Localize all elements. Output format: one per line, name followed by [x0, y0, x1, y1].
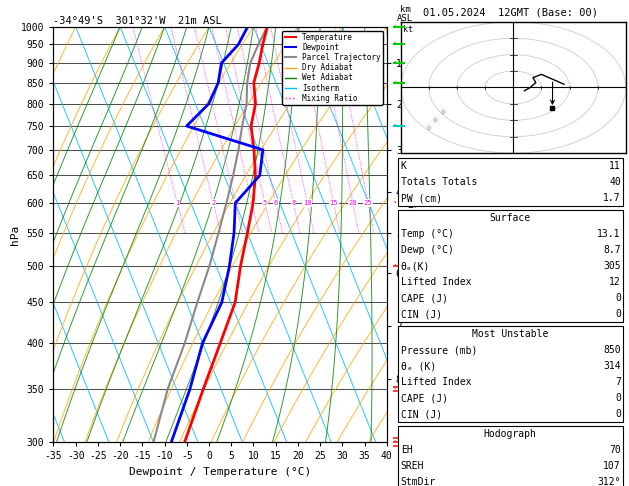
Text: ·: ·	[391, 121, 398, 131]
Text: ·: ·	[391, 198, 398, 208]
Y-axis label: hPa: hPa	[9, 225, 19, 244]
Text: 0: 0	[615, 409, 621, 419]
Y-axis label: Mixing Ratio (g/kg): Mixing Ratio (g/kg)	[408, 179, 417, 290]
Text: EH: EH	[401, 445, 413, 455]
Text: K: K	[401, 161, 406, 171]
Text: km
ASL: km ASL	[397, 5, 413, 22]
Text: CAPE (J): CAPE (J)	[401, 393, 448, 403]
Text: 8: 8	[291, 200, 296, 206]
Text: 25: 25	[364, 200, 372, 206]
Text: 12: 12	[609, 277, 621, 287]
Text: ·: ·	[391, 261, 398, 271]
Text: kt: kt	[403, 25, 413, 34]
Text: Totals Totals: Totals Totals	[401, 177, 477, 187]
Text: ·: ·	[391, 384, 398, 394]
Text: ·: ·	[391, 58, 398, 68]
Text: 107: 107	[603, 461, 621, 471]
Text: CIN (J): CIN (J)	[401, 409, 442, 419]
Text: θₑ (K): θₑ (K)	[401, 361, 436, 371]
Text: CIN (J): CIN (J)	[401, 309, 442, 319]
Text: 1.7: 1.7	[603, 193, 621, 203]
Text: 7: 7	[615, 377, 621, 387]
Text: 5: 5	[263, 200, 267, 206]
Text: 40: 40	[609, 177, 621, 187]
Text: 6: 6	[274, 200, 278, 206]
Text: 20: 20	[348, 200, 357, 206]
Text: 2: 2	[211, 200, 215, 206]
Text: Hodograph: Hodograph	[484, 429, 537, 439]
Text: o: o	[432, 117, 437, 123]
Text: θₑ(K): θₑ(K)	[401, 261, 430, 271]
Text: CAPE (J): CAPE (J)	[401, 293, 448, 303]
Text: 10: 10	[303, 200, 312, 206]
Text: ·: ·	[391, 39, 398, 50]
Text: Dewp (°C): Dewp (°C)	[401, 245, 454, 255]
Text: Surface: Surface	[489, 213, 531, 223]
Text: ·: ·	[391, 78, 398, 88]
Text: 312°: 312°	[598, 477, 621, 486]
Text: 3: 3	[233, 200, 238, 206]
Text: 11: 11	[609, 161, 621, 171]
Text: PW (cm): PW (cm)	[401, 193, 442, 203]
Text: 70: 70	[609, 445, 621, 455]
Text: 4: 4	[250, 200, 254, 206]
Legend: Temperature, Dewpoint, Parcel Trajectory, Dry Adiabat, Wet Adiabat, Isotherm, Mi: Temperature, Dewpoint, Parcel Trajectory…	[282, 31, 383, 105]
Text: ·: ·	[391, 437, 398, 447]
Text: 0: 0	[615, 309, 621, 319]
Text: © weatheronline.co.uk: © weatheronline.co.uk	[454, 471, 567, 480]
Text: ·: ·	[391, 22, 398, 32]
Text: StmDir: StmDir	[401, 477, 436, 486]
X-axis label: Dewpoint / Temperature (°C): Dewpoint / Temperature (°C)	[129, 467, 311, 477]
Text: Most Unstable: Most Unstable	[472, 329, 548, 339]
Text: 850: 850	[603, 345, 621, 355]
Text: Lifted Index: Lifted Index	[401, 377, 471, 387]
Text: 305: 305	[603, 261, 621, 271]
Text: SREH: SREH	[401, 461, 424, 471]
Text: -34°49'S  301°32'W  21m ASL: -34°49'S 301°32'W 21m ASL	[53, 16, 222, 26]
Text: LCL: LCL	[370, 40, 384, 49]
Text: Pressure (mb): Pressure (mb)	[401, 345, 477, 355]
Text: 0: 0	[615, 293, 621, 303]
Text: o: o	[441, 109, 445, 115]
Text: 8.7: 8.7	[603, 245, 621, 255]
Text: 1: 1	[175, 200, 179, 206]
Text: Temp (°C): Temp (°C)	[401, 229, 454, 239]
Text: Lifted Index: Lifted Index	[401, 277, 471, 287]
Text: 15: 15	[330, 200, 338, 206]
Text: 314: 314	[603, 361, 621, 371]
Text: 0: 0	[615, 393, 621, 403]
Text: o: o	[426, 125, 431, 132]
Text: 01.05.2024  12GMT (Base: 00): 01.05.2024 12GMT (Base: 00)	[423, 7, 598, 17]
Text: 13.1: 13.1	[598, 229, 621, 239]
